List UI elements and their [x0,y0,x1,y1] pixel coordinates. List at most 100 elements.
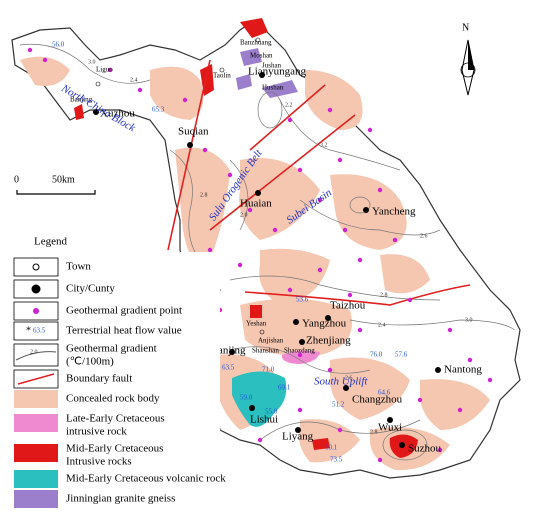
contour-label: 2.8 [380,292,388,298]
north-arrow: N [460,22,476,96]
gradient-point [342,227,348,233]
heat-flow-value: 60.1 [325,444,338,452]
contour-label: 3.0 [465,317,473,323]
town-label: Shaozdang [284,347,315,355]
heat-flow-value: 65.3 [152,106,165,114]
gradient-point [137,87,143,93]
city-label: Taizhou [330,300,366,312]
city-label: Yangzhou [302,318,347,330]
town-label: Anjishan [258,337,284,345]
gradient-point [487,377,493,383]
gneiss [236,48,298,98]
gradient-point [437,447,443,453]
legend-title: Legend [34,236,67,248]
contour-label: 2.8 [200,192,208,198]
gradient-point [227,172,233,178]
contour-label: 2.4 [378,322,386,328]
city-label: Zhenjiang [306,335,351,347]
gradient-point [317,267,323,273]
city-label: Nantong [444,364,482,376]
legend-item: Terrestrial heat flow value [66,325,182,337]
heat-flow-value: 69.1 [278,384,291,392]
gradient-point [287,287,293,293]
contour-label: 3.2 [320,142,328,148]
legend-item: City/Cunty [66,283,115,295]
north-label: N [462,22,469,33]
town-label: Shanshan [252,347,279,355]
gradient-point [182,97,188,103]
contour-label: 2.6 [345,375,353,381]
city-label: Lishui [250,414,278,426]
gradient-point [377,187,383,193]
legend-item: Geothermal gradient [66,343,157,355]
towns [95,37,265,335]
gradient-points [27,47,493,463]
legend-item: (℃/100m) [66,356,114,368]
contour-label: 3.0 [88,59,96,65]
gradient-point [297,352,303,358]
heat-flow-value: 55.0 [265,408,278,416]
town-label: Liguo [96,66,113,74]
gradient-point [27,47,33,53]
city-label: Liyang [282,431,314,443]
legend-item: intrusive rock [66,426,127,438]
legend-item: Mid-Early Cretaceous [66,443,163,455]
gradient-point [247,207,253,213]
town-symbol [219,67,225,73]
legend-item: Intrusive rocks [66,456,132,468]
contour-labels: 2.4 2.8 2.0 3.2 2.6 2.8 2.4 3.0 2.6 2.2 … [88,59,473,435]
gradient-point [337,157,343,163]
gradient-point [457,407,463,413]
gradient-point [317,197,323,203]
faults [167,59,471,306]
city-label: Yancheng [372,206,416,218]
gradient-point [257,437,263,443]
town-label: Moshan [250,52,273,60]
contour-label: 2.8 [370,429,378,435]
legend-item: Late-Early Cretaceous [66,413,165,425]
contour-label: 2.6 [420,233,428,239]
city-label: Suzhou [408,443,442,455]
gradient-point [297,407,303,413]
town-label: Taolin [213,72,231,80]
scale-zero: 0 [14,174,19,185]
town-label: Hushan [262,84,284,92]
contours [19,43,516,461]
gradient-point [327,107,333,113]
svg-text:*: * [26,325,31,336]
city-label: Wuxi [378,422,402,434]
volcanic-rock [232,371,287,427]
gradient-point [357,327,363,333]
heat-flow-value: 63.5 [222,364,235,372]
city-label: Huaian [240,198,272,210]
city-label: Xuzhou [100,108,135,120]
legend-item: Geothermal gradient point [66,305,182,317]
heat-flow-value: 71.0 [262,366,275,374]
gradient-point [377,457,383,463]
gradient-point [467,357,473,363]
legend-item: Mid-Early Cretaceous volcanic rock [66,473,226,485]
gradient-point [272,227,278,233]
town-symbol [255,37,261,43]
legend-symbol-label: 2.0 [30,349,38,355]
heat-flow-value: 51.2 [332,401,345,409]
town-label: Banzhuang [240,39,272,47]
heat-flow-value: 53.6 [296,296,309,304]
gradient-point [407,297,413,303]
scale-bar: 0 50km [14,174,96,195]
heat-flow-value: 64.6 [378,389,391,397]
heat-flow-value: 57.6 [395,351,408,359]
contour-label: 2.2 [285,102,293,108]
gradient-point [357,257,363,263]
gradient-point [347,292,353,298]
heat-flow-value: 59.0 [240,394,253,402]
gradient-point [367,127,373,133]
heat-flow: 56.0 65.3 53.6 63.5 71.0 59.0 69.1 76.0 … [52,41,408,464]
city-label: Suqian [178,126,209,138]
town-label: Banjing [70,96,93,104]
town-symbol [259,329,265,335]
heat-flow-value: 76.0 [370,351,383,359]
